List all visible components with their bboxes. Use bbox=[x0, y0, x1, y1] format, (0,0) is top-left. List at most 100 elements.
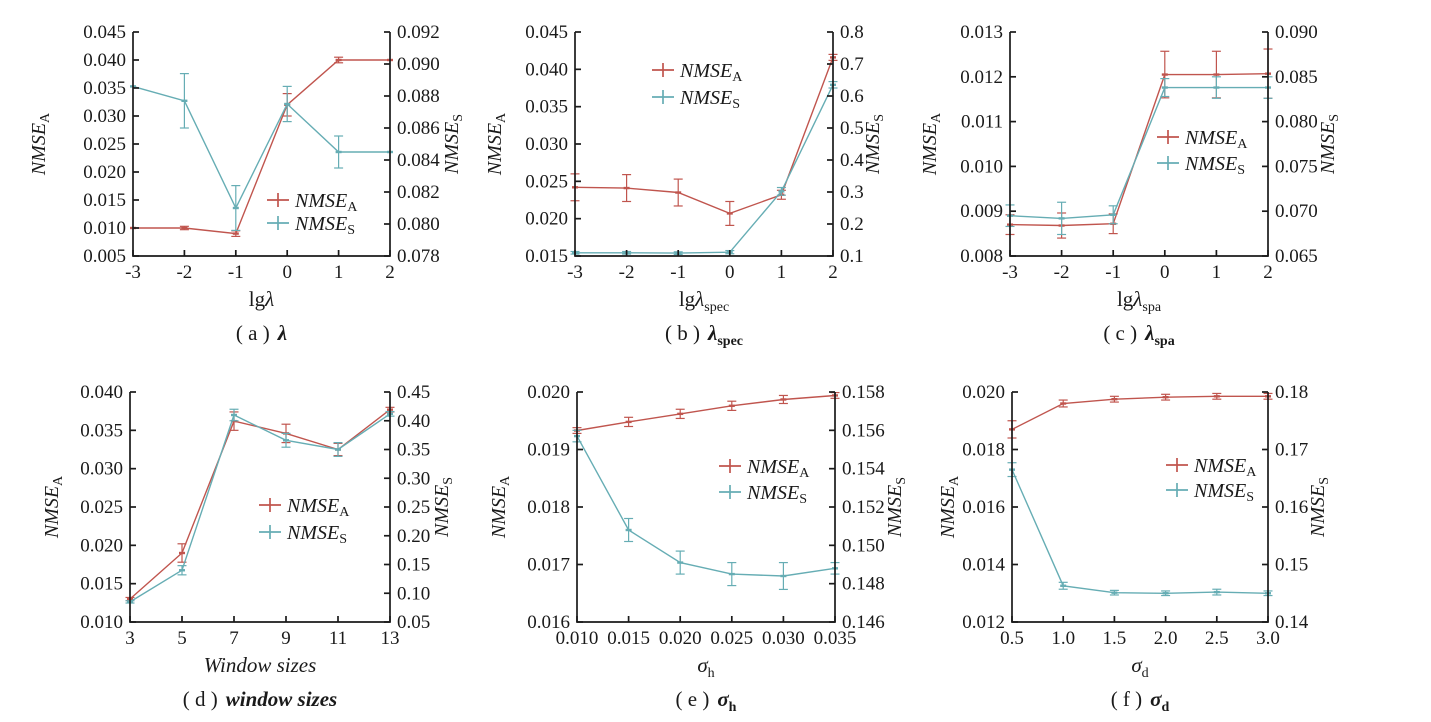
svg-text:0.025: 0.025 bbox=[710, 628, 753, 649]
svg-text:0.20: 0.20 bbox=[397, 526, 430, 547]
data-point bbox=[778, 190, 785, 193]
svg-text:0.019: 0.019 bbox=[527, 440, 570, 461]
axes: 0.010 0.015 0.020 0.025 0.030 0.035 0.040 0.05 0… bbox=[80, 382, 430, 649]
svg-text:0.010: 0.010 bbox=[83, 218, 126, 239]
data-point bbox=[1162, 395, 1169, 399]
svg-text:0.020: 0.020 bbox=[80, 535, 123, 556]
svg-text:-1: -1 bbox=[1105, 262, 1121, 283]
svg-text:0.020: 0.020 bbox=[83, 162, 126, 183]
svg-text:0.146: 0.146 bbox=[842, 612, 885, 633]
svg-text:0.035: 0.035 bbox=[525, 97, 568, 118]
legend-label: NMSES bbox=[1193, 480, 1254, 505]
svg-text:0.075: 0.075 bbox=[1275, 156, 1318, 177]
svg-text:1.5: 1.5 bbox=[1103, 628, 1127, 649]
axes: 0.008 0.009 0.010 0.011 0.012 0.013 0.065 0.070… bbox=[960, 22, 1318, 283]
subplot-caption: ( d ) window sizes bbox=[183, 687, 337, 711]
data-point bbox=[1162, 592, 1169, 595]
line-nmse_s bbox=[132, 85, 390, 210]
svg-text:1: 1 bbox=[1212, 262, 1222, 283]
svg-text:0.040: 0.040 bbox=[80, 382, 123, 403]
svg-text:0.154: 0.154 bbox=[842, 459, 885, 480]
left-axis-title: NMSEA bbox=[919, 112, 944, 176]
svg-text:-2: -2 bbox=[619, 262, 635, 283]
data-point bbox=[677, 561, 684, 564]
data-point bbox=[625, 528, 632, 532]
right-axis-title: NMSES bbox=[884, 477, 909, 538]
svg-text:0.030: 0.030 bbox=[80, 459, 123, 480]
legend-label: NMSES bbox=[746, 482, 807, 507]
svg-text:0.090: 0.090 bbox=[397, 54, 440, 75]
svg-text:0.15: 0.15 bbox=[397, 555, 430, 576]
series-group bbox=[1007, 392, 1273, 597]
data-point bbox=[1110, 213, 1117, 216]
svg-text:0.10: 0.10 bbox=[397, 583, 430, 604]
svg-text:0.156: 0.156 bbox=[842, 420, 885, 441]
svg-text:0.070: 0.070 bbox=[1275, 201, 1318, 222]
svg-text:0.009: 0.009 bbox=[960, 201, 1003, 222]
data-point bbox=[283, 439, 289, 442]
svg-text:0.40: 0.40 bbox=[397, 411, 430, 432]
svg-text:0.080: 0.080 bbox=[397, 214, 440, 235]
axes: 0.005 0.010 0.015 0.020 0.025 0.030 0.035 0.040… bbox=[83, 22, 440, 283]
legend-label: NMSEA bbox=[679, 60, 743, 85]
line-nmse_a bbox=[574, 57, 834, 215]
svg-text:2: 2 bbox=[1263, 262, 1273, 283]
right-axis-title: NMSES bbox=[1317, 114, 1342, 175]
line-nmse_s bbox=[575, 84, 834, 254]
data-point bbox=[232, 206, 239, 210]
data-point bbox=[231, 413, 237, 417]
svg-text:0.25: 0.25 bbox=[397, 497, 430, 518]
svg-text:5: 5 bbox=[177, 628, 187, 649]
line-nmse_a bbox=[1009, 73, 1269, 227]
svg-text:0.015: 0.015 bbox=[83, 190, 126, 211]
svg-text:0.1: 0.1 bbox=[840, 246, 864, 267]
data-point bbox=[1213, 73, 1220, 76]
data-point bbox=[335, 150, 342, 154]
line-nmse_s bbox=[129, 413, 391, 603]
svg-text:0.005: 0.005 bbox=[83, 246, 126, 267]
data-point bbox=[179, 551, 185, 555]
svg-text:0.013: 0.013 bbox=[960, 22, 1003, 43]
x-axis-label: σh bbox=[697, 653, 714, 681]
svg-text:-1: -1 bbox=[670, 262, 686, 283]
svg-text:0.17: 0.17 bbox=[1275, 440, 1308, 461]
legend-label: NMSES bbox=[286, 522, 347, 547]
svg-text:0.065: 0.065 bbox=[1275, 246, 1318, 267]
svg-text:2.0: 2.0 bbox=[1154, 628, 1178, 649]
data-point bbox=[181, 226, 188, 230]
line-nmse_a bbox=[1011, 395, 1268, 431]
line-nmse_s bbox=[1011, 469, 1269, 595]
data-point bbox=[728, 572, 735, 576]
subplot-caption: ( e ) σh bbox=[676, 687, 737, 715]
legend-label: NMSES bbox=[1184, 153, 1245, 178]
svg-text:-3: -3 bbox=[125, 262, 141, 283]
svg-text:0.090: 0.090 bbox=[1275, 22, 1318, 43]
svg-text:0.015: 0.015 bbox=[525, 246, 568, 267]
svg-text:0.045: 0.045 bbox=[525, 22, 568, 43]
svg-text:0.6: 0.6 bbox=[840, 86, 864, 107]
legend-label: NMSEA bbox=[746, 456, 810, 481]
data-point bbox=[335, 448, 341, 451]
left-axis-title: NMSEA bbox=[937, 475, 962, 539]
svg-text:0.035: 0.035 bbox=[80, 420, 123, 441]
svg-text:0.010: 0.010 bbox=[80, 612, 123, 633]
svg-text:0.088: 0.088 bbox=[397, 86, 440, 107]
data-point bbox=[675, 191, 682, 194]
subplot-d: 0.010 0.015 0.020 0.025 0.030 0.035 0.040 0.05 0… bbox=[41, 382, 456, 711]
svg-text:0.082: 0.082 bbox=[397, 182, 440, 203]
svg-text:1.0: 1.0 bbox=[1051, 628, 1075, 649]
svg-text:-1: -1 bbox=[228, 262, 244, 283]
legend-label: NMSEA bbox=[1184, 127, 1248, 152]
svg-text:2.5: 2.5 bbox=[1205, 628, 1229, 649]
svg-text:0.45: 0.45 bbox=[397, 382, 430, 403]
series-group bbox=[572, 391, 840, 591]
svg-text:0.010: 0.010 bbox=[960, 156, 1003, 177]
svg-text:0.012: 0.012 bbox=[962, 612, 1005, 633]
svg-text:0.152: 0.152 bbox=[842, 497, 885, 518]
svg-text:0.020: 0.020 bbox=[962, 382, 1005, 403]
legend-label: NMSEA bbox=[286, 495, 350, 520]
data-point bbox=[1161, 73, 1168, 76]
